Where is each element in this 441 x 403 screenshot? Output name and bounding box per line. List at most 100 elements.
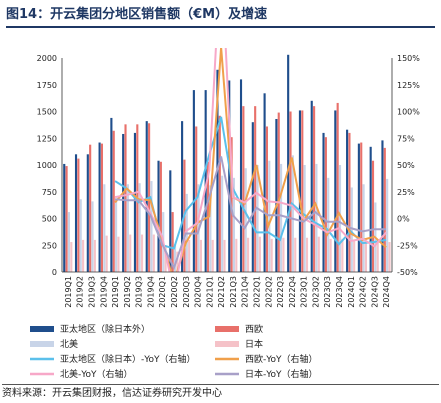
bar [251,122,254,272]
category-tick-label: 2019Q4 [99,276,108,308]
bar [364,240,368,272]
bar [287,54,290,272]
bar [336,102,339,272]
bar [223,239,226,272]
bar [291,155,294,272]
category-tick-label: 2019Q1 [64,276,73,308]
bar [280,163,283,272]
bar [305,237,309,272]
bar [129,234,132,272]
bar [270,238,273,272]
category-tick-label: 2021Q3 [229,276,238,308]
bar [381,140,384,272]
bar [77,158,80,272]
axes-layer: 0 250 500 750 1000 1250 1500 1750 2000 -50% -25% 0%… [37,54,421,308]
category-tick-label: 2023Q3 [323,276,332,308]
bar [232,177,236,272]
left-tick-label: 250 [42,241,57,250]
category-tick-label: 2020Q2 [170,276,179,308]
bar [289,111,292,272]
bar [235,238,238,272]
bar [254,106,257,273]
bar [211,239,214,272]
legend-swatch [30,341,54,347]
right-tick-label: 75% [397,134,415,143]
bar [138,183,141,272]
bar [115,200,118,272]
chart-title: 图14：开云集团分地区销售额（€M）及增速 [6,4,435,28]
bar [169,170,172,272]
left-tick-label: 500 [42,215,57,224]
line-layer [114,48,387,272]
bar [383,147,386,272]
bar [157,160,160,272]
series-line [114,48,387,272]
legend-label: 西欧-YoY（右轴） [245,353,318,365]
bar [277,112,280,272]
legend-label: 西欧 [245,323,263,335]
bar [338,165,342,272]
bar [159,161,162,272]
bar [100,143,104,272]
series-line [114,48,387,272]
bar [346,129,349,272]
bar [360,142,363,272]
bar [228,80,231,272]
bar [371,160,375,272]
bar [164,245,167,272]
left-tick-label: 750 [42,188,57,197]
bar [388,242,391,272]
bar [376,242,379,272]
bar [122,133,125,272]
legend-label: 北美-YoY（右轴） [60,368,133,380]
bar [110,117,113,272]
bar [152,234,155,272]
bar [244,168,247,272]
bar [386,178,389,272]
category-tick-label: 2022Q2 [264,276,273,308]
left-tick-label: 1000 [37,161,57,170]
legend-swatch [30,326,54,332]
left-tick-label: 1500 [37,108,57,117]
bar [112,130,115,272]
right-tick-label: 100% [397,108,420,117]
bar [294,237,297,272]
bar [263,93,266,272]
bar [63,163,66,272]
bar [329,238,332,272]
bar [86,154,89,272]
bar [124,124,127,272]
right-tick-label: 50% [397,161,415,170]
bar [282,237,285,272]
legend-swatch [215,341,239,347]
bar [268,160,271,272]
bar [176,251,179,272]
category-tick-label: 2022Q3 [276,276,285,308]
bar [242,106,245,273]
category-tick-label: 2024Q1 [347,276,356,308]
left-tick-label: 2000 [37,54,57,63]
legend-label: 北美 [60,338,78,350]
bar [324,137,327,272]
bar [341,238,344,272]
bar [98,142,101,272]
right-tick-label: 150% [397,54,420,63]
bar [334,110,337,273]
category-tick-label: 2021Q1 [205,276,214,308]
bar [181,121,184,272]
bar [298,110,302,273]
bar [322,132,325,272]
bar [209,185,212,272]
bar [65,166,68,272]
category-tick-label: 2019Q1 [111,276,120,308]
bar [362,184,365,272]
bar [239,79,243,273]
left-tick-label: 0 [52,268,57,277]
right-tick-label: -25% [397,241,418,250]
category-tick-label: 2019Q3 [135,276,144,308]
bar [103,184,106,272]
bar [313,106,316,273]
category-tick-label: 2019Q3 [87,276,96,308]
